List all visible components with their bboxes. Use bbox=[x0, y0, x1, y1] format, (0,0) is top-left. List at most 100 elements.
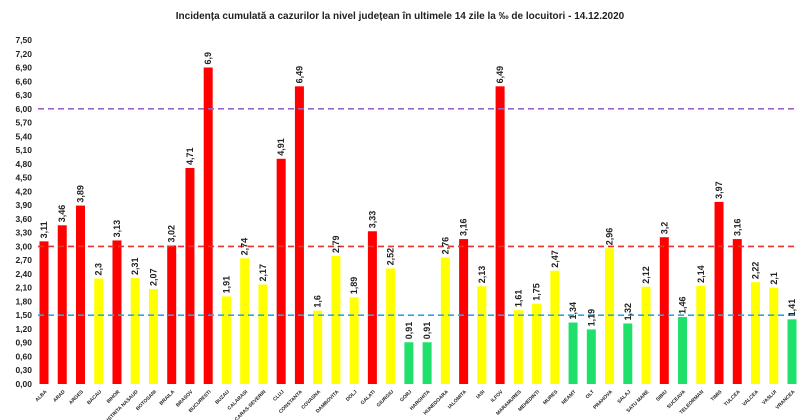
bar-brasov bbox=[185, 167, 195, 384]
y-tick-label: 1,80 bbox=[15, 296, 32, 306]
bar-dolj bbox=[349, 297, 359, 384]
data-label: 2,3 bbox=[94, 263, 104, 276]
y-tick-label: 7,20 bbox=[15, 49, 32, 59]
data-label: 2,12 bbox=[641, 266, 651, 284]
data-label: 2,74 bbox=[240, 238, 250, 256]
data-label: 3,33 bbox=[367, 211, 377, 229]
data-label: 2,76 bbox=[440, 237, 450, 255]
bar-caras-severin bbox=[258, 284, 268, 384]
y-tick-label: 4,50 bbox=[15, 173, 32, 183]
data-label: 2,13 bbox=[477, 266, 487, 284]
y-tick-label: 0,30 bbox=[15, 365, 32, 375]
data-label: 2,79 bbox=[331, 236, 341, 254]
data-label: 1,91 bbox=[221, 276, 231, 294]
y-tick-label: 2,10 bbox=[15, 283, 32, 293]
data-label: 1,32 bbox=[623, 303, 633, 321]
y-tick-label: 5,70 bbox=[15, 118, 32, 128]
threshold-lines bbox=[38, 108, 798, 317]
data-label: 1,46 bbox=[678, 297, 688, 315]
data-label: 4,71 bbox=[185, 147, 195, 165]
bar-bacau bbox=[94, 278, 104, 384]
data-labels: 3,11 3,46 3,89 2,3 3,13 2,31 2,07 3,02 4,71 6,9 1,… bbox=[39, 52, 797, 339]
data-label: 1,89 bbox=[349, 277, 359, 295]
bar-gorj bbox=[404, 342, 414, 384]
bar-alba bbox=[39, 241, 49, 384]
bar-arad bbox=[57, 225, 67, 384]
bar-calarasi bbox=[240, 258, 250, 384]
data-label: 4,91 bbox=[276, 138, 286, 156]
data-label: 3,2 bbox=[659, 222, 669, 235]
bar-dambovita bbox=[331, 256, 341, 384]
y-tick-label: 3,60 bbox=[15, 214, 32, 224]
data-label: 3,02 bbox=[167, 225, 177, 243]
bar-vrancea bbox=[787, 319, 797, 384]
y-tick-label: 0,90 bbox=[15, 338, 32, 348]
data-label: 1,19 bbox=[586, 309, 596, 327]
bar-tulcea bbox=[732, 239, 742, 384]
y-tick-label: 2,40 bbox=[15, 269, 32, 279]
bar-mures bbox=[550, 270, 560, 384]
data-label: 2,1 bbox=[769, 272, 779, 285]
data-label: 2,22 bbox=[751, 262, 761, 280]
bar-salaj bbox=[623, 323, 633, 384]
data-label: 2,52 bbox=[386, 248, 396, 266]
y-tick-label: 1,20 bbox=[15, 324, 32, 334]
bar-covasna bbox=[313, 310, 323, 384]
y-tick-label: 4,80 bbox=[15, 159, 32, 169]
y-tick-label: 6,00 bbox=[15, 104, 32, 114]
x-tick-label: OLT bbox=[585, 389, 596, 400]
y-tick-label: 4,20 bbox=[15, 186, 32, 196]
x-tick-label: IASI bbox=[475, 389, 487, 401]
data-label: 1,6 bbox=[313, 295, 323, 308]
y-tick-label: 3,30 bbox=[15, 228, 32, 238]
data-label: 1,75 bbox=[532, 283, 542, 301]
bar-vaslui bbox=[769, 287, 779, 384]
data-label: 1,61 bbox=[513, 290, 523, 308]
y-tick-label: 5,10 bbox=[15, 145, 32, 155]
bar-giurgiu bbox=[386, 268, 396, 384]
bar-cluj bbox=[276, 158, 286, 384]
y-tick-label: 6,60 bbox=[15, 76, 32, 86]
bar-prahova bbox=[605, 248, 615, 384]
y-tick-label: 5,40 bbox=[15, 131, 32, 141]
y-tick-label: 3,90 bbox=[15, 200, 32, 210]
bar-maramures bbox=[513, 310, 523, 384]
bar-buzau bbox=[221, 296, 231, 384]
bar-constanta bbox=[294, 86, 304, 385]
data-label: 1,41 bbox=[787, 299, 797, 317]
data-label: 3,13 bbox=[112, 220, 122, 238]
bar-mehedinti bbox=[532, 303, 542, 384]
bar-iasi bbox=[477, 286, 487, 384]
bar-olt bbox=[586, 329, 596, 384]
data-label: 3,46 bbox=[57, 205, 67, 223]
y-tick-label: 2,70 bbox=[15, 255, 32, 265]
bar-satu-mare bbox=[641, 286, 651, 384]
y-tick-label: 3,00 bbox=[15, 241, 32, 251]
data-label: 6,49 bbox=[294, 66, 304, 84]
data-label: 2,14 bbox=[696, 265, 706, 283]
data-label: 0,91 bbox=[422, 322, 432, 340]
data-label: 3,89 bbox=[75, 185, 85, 203]
bar-teleorman bbox=[696, 285, 706, 384]
data-label: 2,07 bbox=[148, 269, 158, 287]
data-label: 2,47 bbox=[550, 250, 560, 268]
bar-galati bbox=[367, 231, 377, 384]
y-axis: 0,00 0,30 0,60 0,90 1,20 1,50 1,80 2,10 2,40 2,70… bbox=[15, 35, 32, 389]
y-tick-label: 1,50 bbox=[15, 310, 32, 320]
y-tick-label: 6,30 bbox=[15, 90, 32, 100]
data-label: 3,16 bbox=[732, 219, 742, 237]
bar-bistrita-nasaud bbox=[130, 278, 140, 384]
y-tick-label: 7,50 bbox=[15, 35, 32, 45]
bar-ilfov bbox=[495, 86, 505, 385]
data-label: 3,16 bbox=[459, 219, 469, 237]
data-label: 2,17 bbox=[258, 264, 268, 282]
bar-valcea bbox=[751, 282, 761, 384]
data-label: 6,9 bbox=[203, 52, 213, 65]
y-tick-label: 0,60 bbox=[15, 351, 32, 361]
bar-arges bbox=[75, 205, 85, 384]
bar-bucuresti bbox=[203, 67, 213, 385]
chart-title: Incidența cumulată a cazurilor la nivel … bbox=[176, 11, 625, 22]
bar-timis bbox=[714, 201, 724, 384]
data-label: 3,11 bbox=[39, 221, 49, 238]
bar-suceava bbox=[678, 317, 688, 384]
